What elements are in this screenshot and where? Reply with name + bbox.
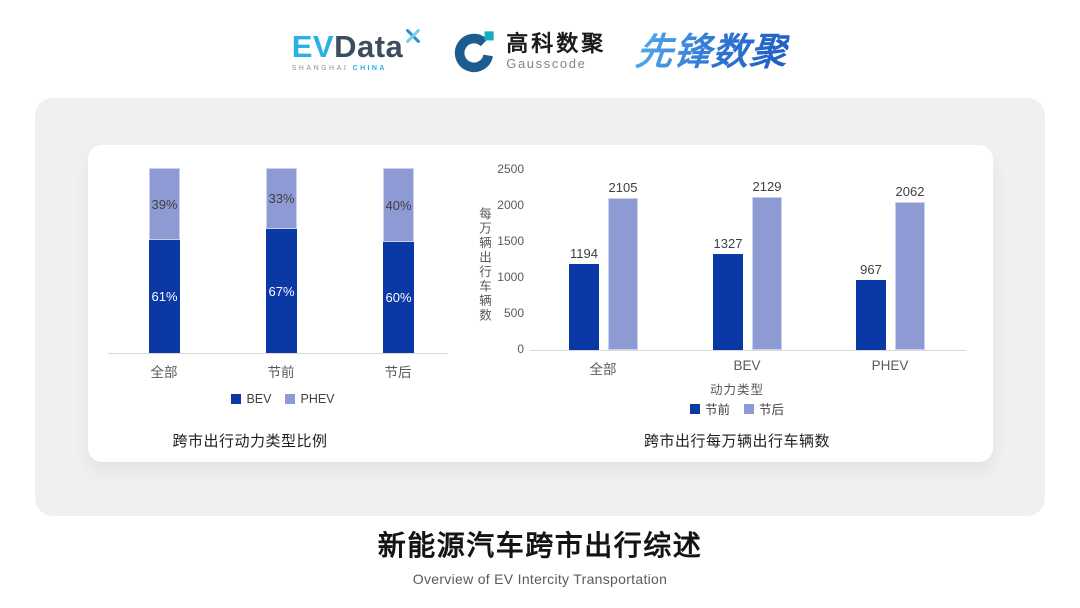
y-axis-label: 每万辆出行车辆数 (477, 207, 491, 323)
pioneer-cn-text: 先锋数聚 (634, 30, 791, 72)
segment-value-label: 67% (268, 283, 295, 299)
y-tick-label: 2000 (497, 198, 524, 212)
chart-title: 跨市出行动力类型比例 (172, 433, 328, 450)
evdata-logo: EVData SHANGHAI CHINA (291, 28, 422, 72)
y-tick-label: 500 (503, 306, 524, 320)
grouped-bar-节前 (569, 264, 599, 350)
y-tick-label: 1000 (497, 270, 524, 284)
evdata-sub-shanghai: SHANGHAI (291, 64, 349, 72)
grouped-bar-节前 (713, 254, 743, 350)
category-label: 全部 (150, 365, 178, 380)
segment-value-label: 39% (151, 196, 178, 212)
category-label: 节后 (384, 365, 412, 380)
legend-item: BEV (231, 392, 271, 406)
chart-title: 跨市出行每万辆出行车辆数 (643, 433, 830, 450)
legend-swatch (744, 403, 754, 414)
stacked-bar: 40% 60% (383, 168, 414, 353)
bar-segment-phev: 33% (266, 168, 297, 229)
legend-item: 节前 (689, 399, 730, 418)
gausscode-en-text: Gausscode (506, 56, 587, 72)
grouped-bar-节后 (752, 197, 782, 350)
bar-segment-bev: 60% (383, 242, 414, 353)
evdata-x-icon (406, 28, 421, 43)
evdata-subtext: SHANGHAI CHINA (292, 65, 422, 72)
stacked-bar-chart: 39% 61% 全部 33% 67% 节前 40% 60% 节后 BEV PHEV 跨市出行动力类… (108, 145, 458, 462)
segment-value-label: 61% (151, 289, 178, 304)
legend-label: 节前 (704, 403, 730, 417)
y-tick-label: 0 (517, 342, 524, 356)
x-axis-line (530, 350, 966, 351)
legend-swatch (231, 394, 242, 404)
header-logos: EVData SHANGHAI CHINA 高科数聚 Gausscode 先锋数… (0, 20, 1080, 82)
stacked-bar: 39% 61% (149, 168, 180, 353)
bar-value-label: 1194 (570, 246, 598, 261)
x-axis-line (108, 353, 448, 354)
bar-value-label: 967 (860, 262, 882, 277)
grouped-bar-节后 (608, 198, 638, 350)
legend-swatch (285, 394, 296, 404)
legend-item: PHEV (285, 392, 335, 406)
segment-value-label: 60% (385, 290, 412, 305)
x-axis-label: 动力类型 (709, 383, 764, 397)
bar-value-label: 2129 (752, 179, 782, 194)
category-label: BEV (733, 358, 761, 373)
page-title: 新能源汽车跨市出行综述 (377, 530, 703, 561)
stacked-bar: 33% 67% (266, 168, 297, 353)
pioneer-logo: 先锋数聚 (634, 30, 791, 72)
legend-label: PHEV (300, 392, 335, 406)
gausscode-logo: 高科数聚 Gausscode (451, 28, 606, 74)
legend-swatch (689, 403, 700, 414)
gausscode-g-icon (455, 31, 494, 73)
report-footer: 新能源汽车跨市出行综述 Overview of EV Intercity Tra… (0, 524, 1080, 587)
evdata-wordmark: EVData (291, 28, 422, 64)
content-card: 39% 61% 全部 33% 67% 节前 40% 60% 节后 BEV PHEV 跨市出行动力类… (35, 98, 1045, 516)
legend-label: BEV (246, 392, 272, 406)
bar-value-label: 2105 (608, 180, 638, 195)
gausscode-cn-text: 高科数聚 (506, 30, 607, 56)
bar-value-label: 1327 (713, 236, 743, 251)
bar-segment-phev: 40% (383, 168, 414, 242)
y-tick-label: 2500 (497, 162, 524, 176)
category-label: PHEV (871, 358, 909, 373)
bar-segment-bev: 61% (149, 240, 180, 353)
segment-value-label: 40% (385, 197, 412, 213)
chart-legend: 节前 节后 (482, 399, 992, 418)
grouped-bar-chart: 每万辆出行车辆数 1194 2105 全部 1327 2129 BEV 967 2062 PHE… (470, 145, 980, 462)
chart-legend: BEV PHEV (108, 392, 458, 406)
gausscode-wordmark: 高科数聚 Gausscode (506, 31, 606, 71)
segment-value-label: 33% (268, 191, 295, 206)
bar-value-label: 2062 (895, 184, 925, 199)
charts-panel: 39% 61% 全部 33% 67% 节前 40% 60% 节后 BEV PHEV 跨市出行动力类… (88, 145, 993, 462)
grouped-bar-节后 (895, 202, 925, 350)
page-subtitle: Overview of EV Intercity Transportation (412, 571, 668, 587)
evdata-data-text: Data (334, 28, 404, 64)
bar-segment-bev: 67% (266, 229, 297, 353)
bar-segment-phev: 39% (149, 168, 180, 240)
y-tick-label: 1500 (497, 234, 524, 248)
category-label: 全部 (589, 362, 617, 377)
legend-item: 节后 (744, 399, 784, 418)
category-label: 节前 (267, 365, 295, 380)
legend-label: 节后 (759, 403, 785, 417)
evdata-sub-china: CHINA (352, 64, 387, 72)
evdata-ev-text: EV (291, 28, 335, 64)
grouped-bar-节前 (856, 280, 886, 350)
